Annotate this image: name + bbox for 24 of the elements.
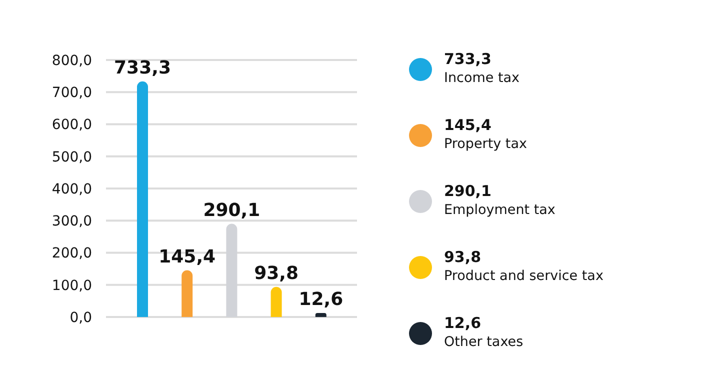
legend-label: Income tax xyxy=(444,69,520,88)
y-tick-label: 500,0 xyxy=(52,149,92,166)
y-tick-label: 300,0 xyxy=(52,214,92,230)
y-tick-label: 800,0 xyxy=(52,52,92,69)
data-label: 290,1 xyxy=(203,200,260,221)
text: 93,8 xyxy=(444,248,482,266)
data-label: 12,6 xyxy=(298,288,344,310)
legend-label: Product and service tax xyxy=(444,267,604,286)
text: 12,6 xyxy=(444,314,482,332)
text: 733,3 xyxy=(444,50,492,68)
y-tick-label: 600,0 xyxy=(52,117,92,134)
legend-label: Employment tax xyxy=(444,201,556,220)
data-label: 93,8 xyxy=(254,262,299,284)
text: 290,1 xyxy=(444,182,492,200)
y-tick-label: 400,0 xyxy=(52,181,92,198)
data-label: 733,3 xyxy=(114,57,171,78)
legend-label: Property tax xyxy=(444,135,527,154)
y-tick-label: 200,0 xyxy=(52,246,92,262)
legend-label: Other taxes xyxy=(444,333,524,352)
text: 145,4 xyxy=(444,116,492,134)
y-tick-label: 0,0 xyxy=(70,310,92,326)
data-label: 145,4 xyxy=(158,246,216,268)
y-tick-label: 700,0 xyxy=(52,85,92,102)
y-tick-label: 100,0 xyxy=(52,278,92,294)
